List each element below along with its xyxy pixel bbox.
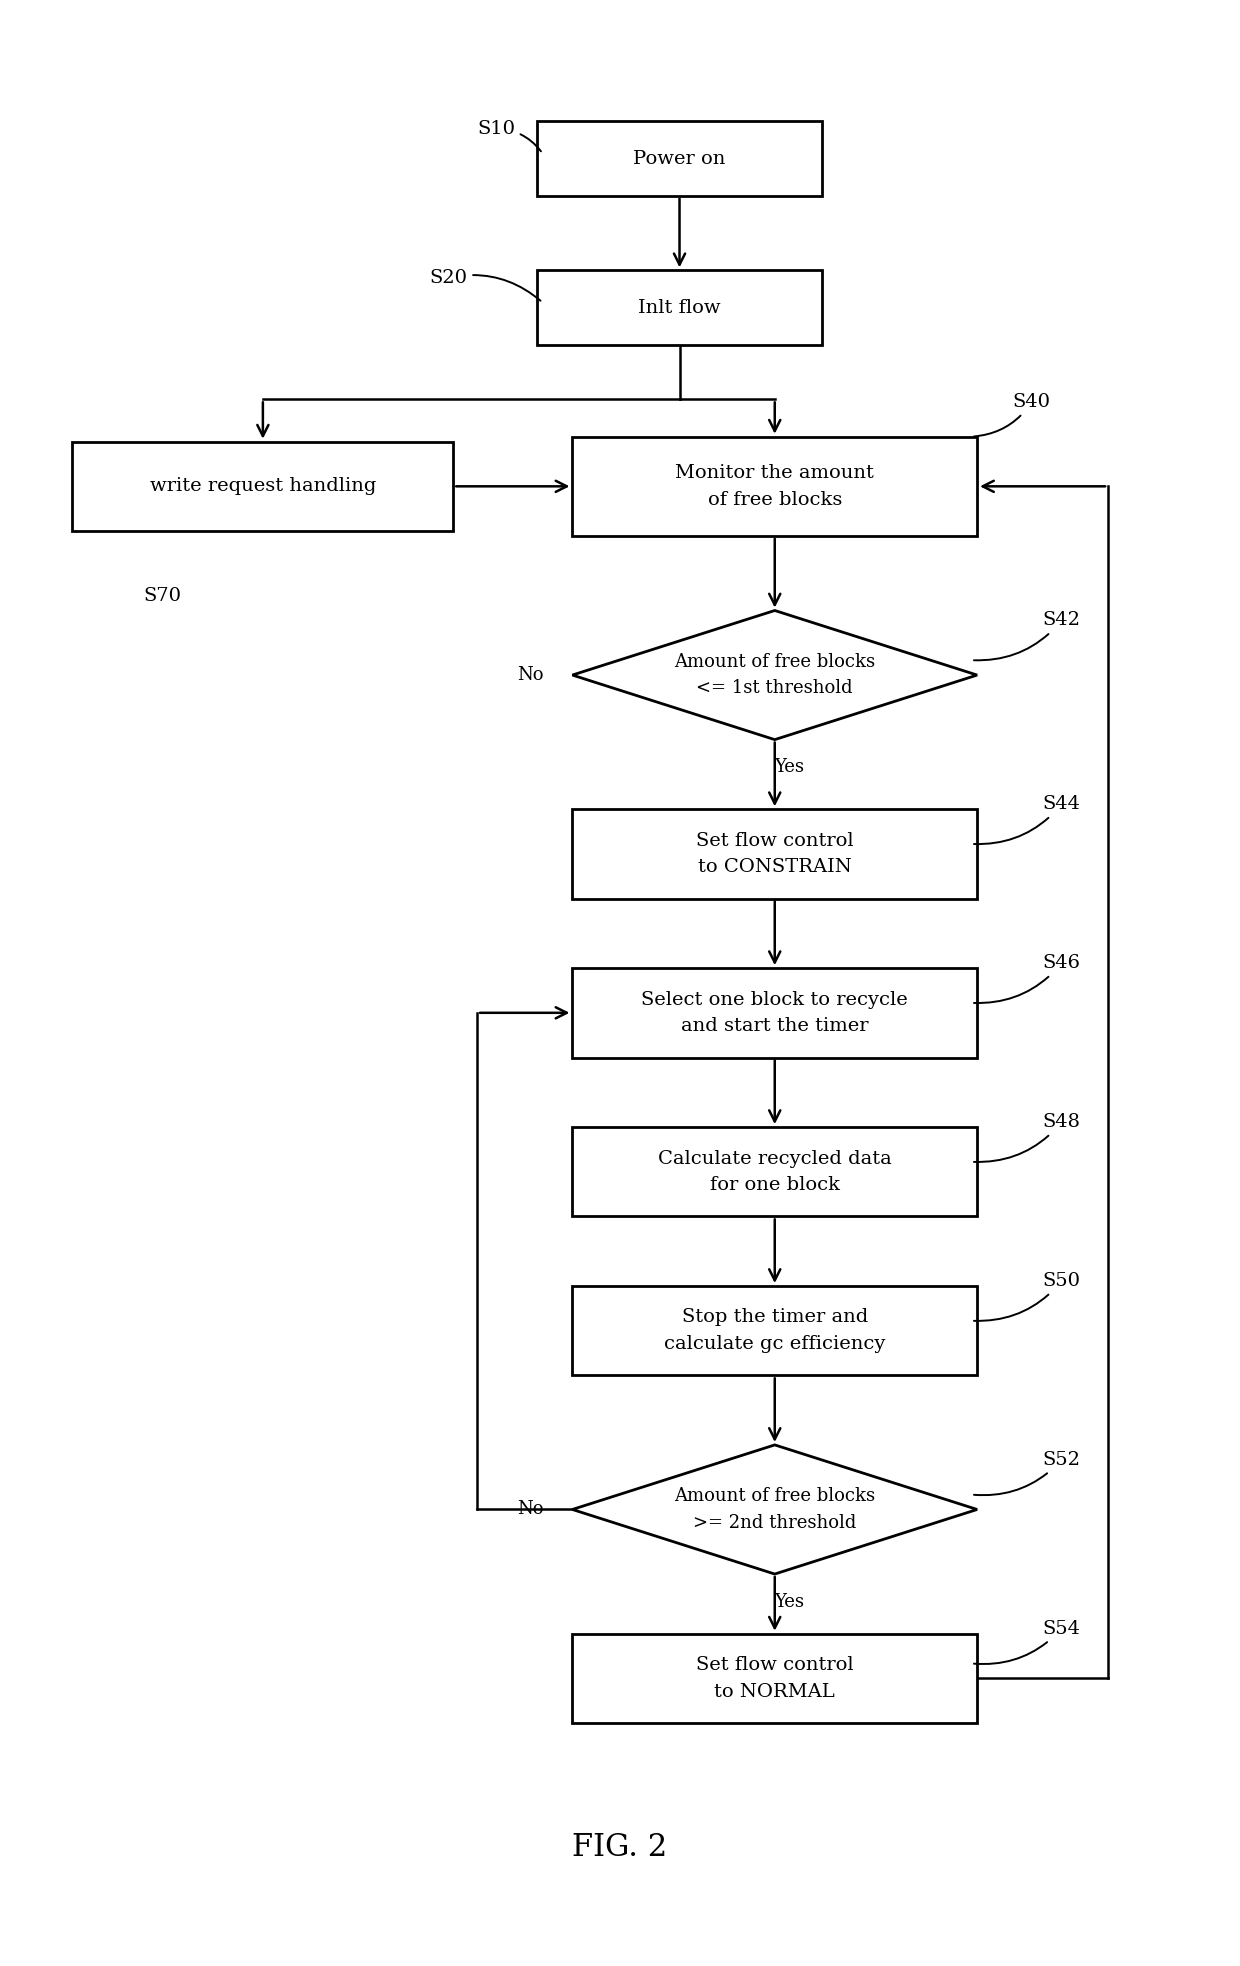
Text: Select one block to recycle
and start the timer: Select one block to recycle and start th… bbox=[641, 991, 908, 1034]
Text: Amount of free blocks
>= 2nd threshold: Amount of free blocks >= 2nd threshold bbox=[675, 1486, 875, 1532]
Text: S42: S42 bbox=[973, 611, 1080, 661]
FancyBboxPatch shape bbox=[573, 967, 977, 1058]
Text: S52: S52 bbox=[973, 1451, 1080, 1496]
Text: No: No bbox=[517, 1500, 544, 1518]
Text: S70: S70 bbox=[144, 586, 182, 606]
Text: Set flow control
to CONSTRAIN: Set flow control to CONSTRAIN bbox=[696, 832, 853, 877]
Text: Power on: Power on bbox=[634, 149, 725, 167]
Text: Stop the timer and
calculate gc efficiency: Stop the timer and calculate gc efficien… bbox=[665, 1309, 885, 1353]
Text: S44: S44 bbox=[973, 794, 1080, 843]
Text: S40: S40 bbox=[973, 393, 1050, 436]
FancyBboxPatch shape bbox=[573, 1634, 977, 1722]
Text: Amount of free blocks
<= 1st threshold: Amount of free blocks <= 1st threshold bbox=[675, 653, 875, 698]
Text: S10: S10 bbox=[477, 120, 541, 151]
Text: Inlt flow: Inlt flow bbox=[639, 299, 720, 317]
FancyBboxPatch shape bbox=[573, 436, 977, 537]
Text: Yes: Yes bbox=[774, 1592, 804, 1610]
FancyBboxPatch shape bbox=[573, 1286, 977, 1376]
Text: S20: S20 bbox=[429, 269, 541, 301]
Text: S50: S50 bbox=[973, 1272, 1080, 1321]
Text: Yes: Yes bbox=[774, 759, 804, 777]
Polygon shape bbox=[573, 1445, 977, 1575]
FancyBboxPatch shape bbox=[537, 122, 822, 197]
FancyBboxPatch shape bbox=[573, 1127, 977, 1217]
Text: No: No bbox=[517, 666, 544, 684]
FancyBboxPatch shape bbox=[72, 442, 454, 531]
Text: FIG. 2: FIG. 2 bbox=[573, 1832, 667, 1862]
FancyBboxPatch shape bbox=[537, 269, 822, 344]
Polygon shape bbox=[573, 611, 977, 739]
Text: S48: S48 bbox=[973, 1113, 1080, 1162]
Text: Monitor the amount
of free blocks: Monitor the amount of free blocks bbox=[676, 464, 874, 509]
Text: write request handling: write request handling bbox=[150, 478, 376, 495]
Text: Calculate recycled data
for one block: Calculate recycled data for one block bbox=[658, 1150, 892, 1193]
Text: S46: S46 bbox=[973, 954, 1080, 1003]
FancyBboxPatch shape bbox=[573, 810, 977, 898]
Text: Set flow control
to NORMAL: Set flow control to NORMAL bbox=[696, 1655, 853, 1701]
Text: S54: S54 bbox=[973, 1620, 1080, 1663]
